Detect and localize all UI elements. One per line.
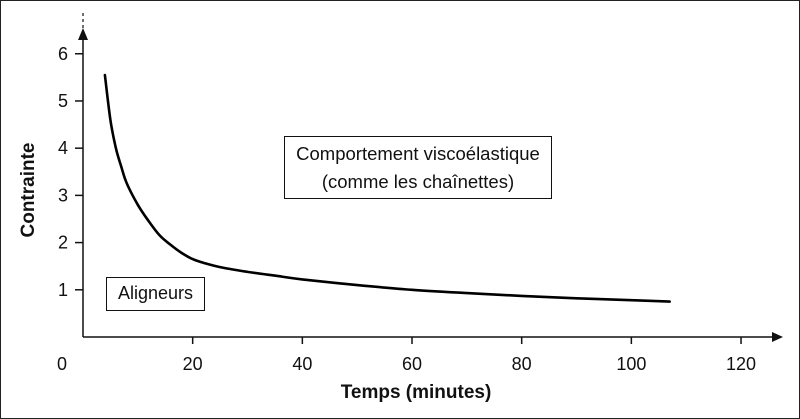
- x-axis-arrow: [772, 332, 783, 342]
- x-tick-label: 20: [183, 354, 203, 374]
- x-tick-label: 60: [402, 354, 422, 374]
- annotation-viscoelastic-line-1: Comportement viscoélastique: [296, 143, 540, 164]
- x-tick-label: 80: [512, 354, 532, 374]
- y-tick-label: 1: [58, 280, 68, 300]
- y-tick-label: 3: [58, 185, 68, 205]
- series-line: [103, 73, 671, 303]
- y-tick-label: 5: [58, 91, 68, 111]
- annotation-aligneurs: Aligneurs: [106, 277, 205, 311]
- annotation-viscoelastic-line-2: (comme les chaînettes): [321, 171, 515, 192]
- x-tick-label: 120: [726, 354, 756, 374]
- y-tick-label: 6: [58, 44, 68, 64]
- x-ticks: 0 20 40 60 80 100 120: [57, 337, 756, 374]
- x-tick-label: 40: [292, 354, 312, 374]
- y-axis-arrow: [78, 28, 88, 40]
- annotation-viscoelastic: Comportement viscoélastique (comme les c…: [284, 136, 552, 199]
- axes: [78, 10, 783, 342]
- x-axis-title: Temps (minutes): [341, 382, 492, 403]
- y-tick-label: 2: [58, 233, 68, 253]
- x-tick-label: 0: [57, 354, 67, 374]
- y-ticks: 1 2 3 4 5 6: [58, 44, 83, 300]
- x-tick-label: 100: [616, 354, 646, 374]
- annotation-aligneurs-line-1: Aligneurs: [117, 283, 194, 303]
- y-axis-title: Contrainte: [18, 143, 39, 238]
- y-tick-label: 4: [58, 138, 68, 158]
- series: [103, 73, 671, 303]
